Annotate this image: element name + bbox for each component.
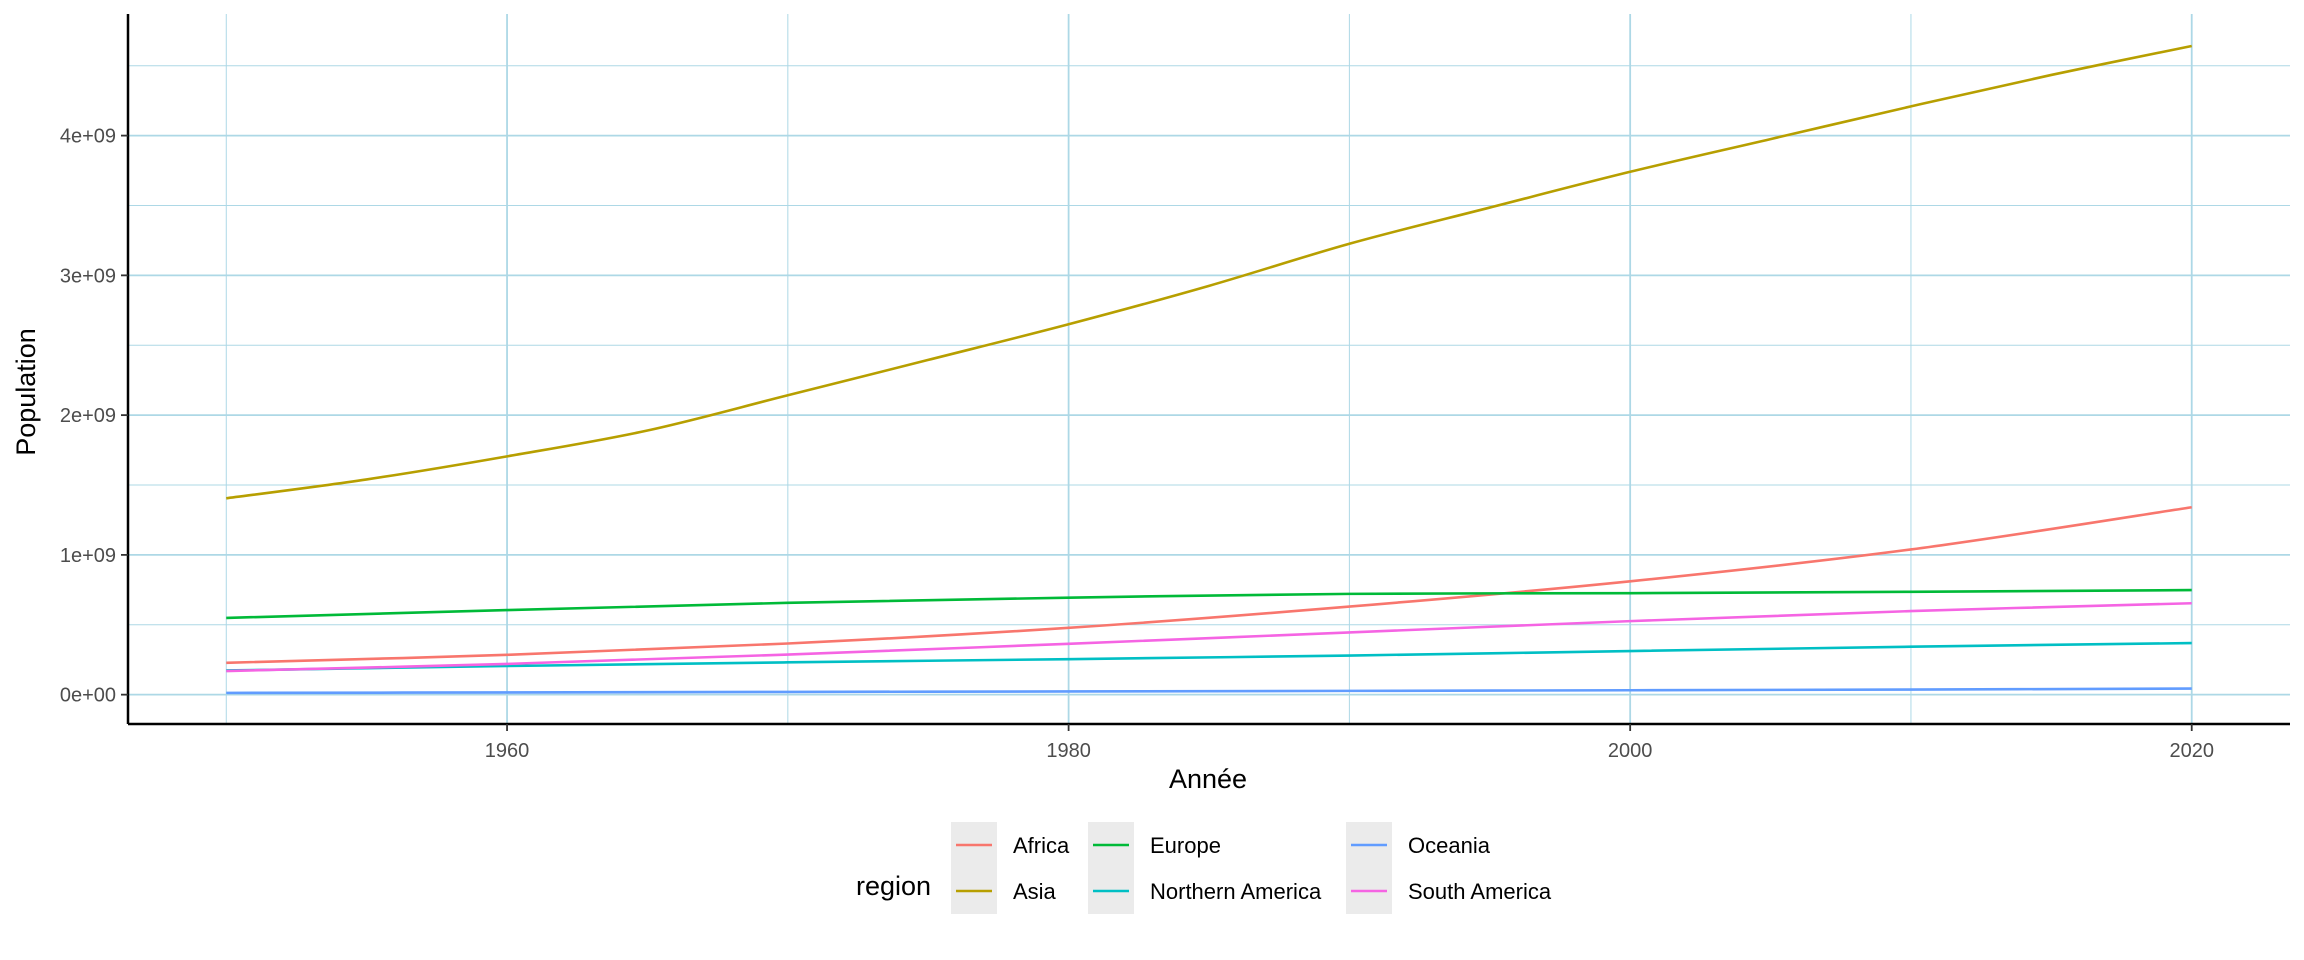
y-tick-label: 4e+09 bbox=[60, 126, 116, 148]
x-axis-ticks: 1960 1980 2000 2020 bbox=[485, 724, 2214, 762]
y-tick-label: 1e+09 bbox=[60, 545, 116, 567]
series-line-northern-america bbox=[226, 641, 2192, 672]
y-axis-ticks: 0e+00 1e+09 2e+09 3e+09 4e+09 bbox=[60, 126, 128, 707]
y-tick-label: 3e+09 bbox=[60, 265, 116, 287]
x-tick-label: 2000 bbox=[1608, 740, 1653, 762]
series-line-africa bbox=[226, 505, 2192, 665]
y-tick-label: 2e+09 bbox=[60, 405, 116, 427]
x-tick-label: 2020 bbox=[2169, 740, 2214, 762]
grid-major bbox=[128, 14, 2290, 724]
grid-minor bbox=[128, 14, 2290, 724]
series-lines bbox=[226, 44, 2192, 695]
legend-label-africa: Africa bbox=[1013, 833, 1070, 858]
legend-title: region bbox=[856, 871, 931, 901]
legend-label-south-america: South America bbox=[1408, 879, 1552, 904]
legend: region Africa Asia Europe Northern America O… bbox=[856, 822, 1552, 914]
x-axis-title: Année bbox=[1169, 764, 1247, 794]
x-tick-label: 1960 bbox=[485, 740, 530, 762]
legend-label-europe: Europe bbox=[1150, 833, 1221, 858]
y-tick-label: 0e+00 bbox=[60, 685, 116, 707]
series-line-oceania bbox=[226, 687, 2192, 695]
legend-label-oceania: Oceania bbox=[1408, 833, 1491, 858]
legend-label-asia: Asia bbox=[1013, 879, 1057, 904]
x-tick-label: 1980 bbox=[1046, 740, 1091, 762]
y-axis-title: Population bbox=[11, 328, 41, 456]
series-line-south-america bbox=[226, 601, 2192, 673]
legend-label-northern-america: Northern America bbox=[1150, 879, 1322, 904]
series-line-europe bbox=[226, 588, 2192, 620]
series-line-asia bbox=[226, 44, 2192, 500]
